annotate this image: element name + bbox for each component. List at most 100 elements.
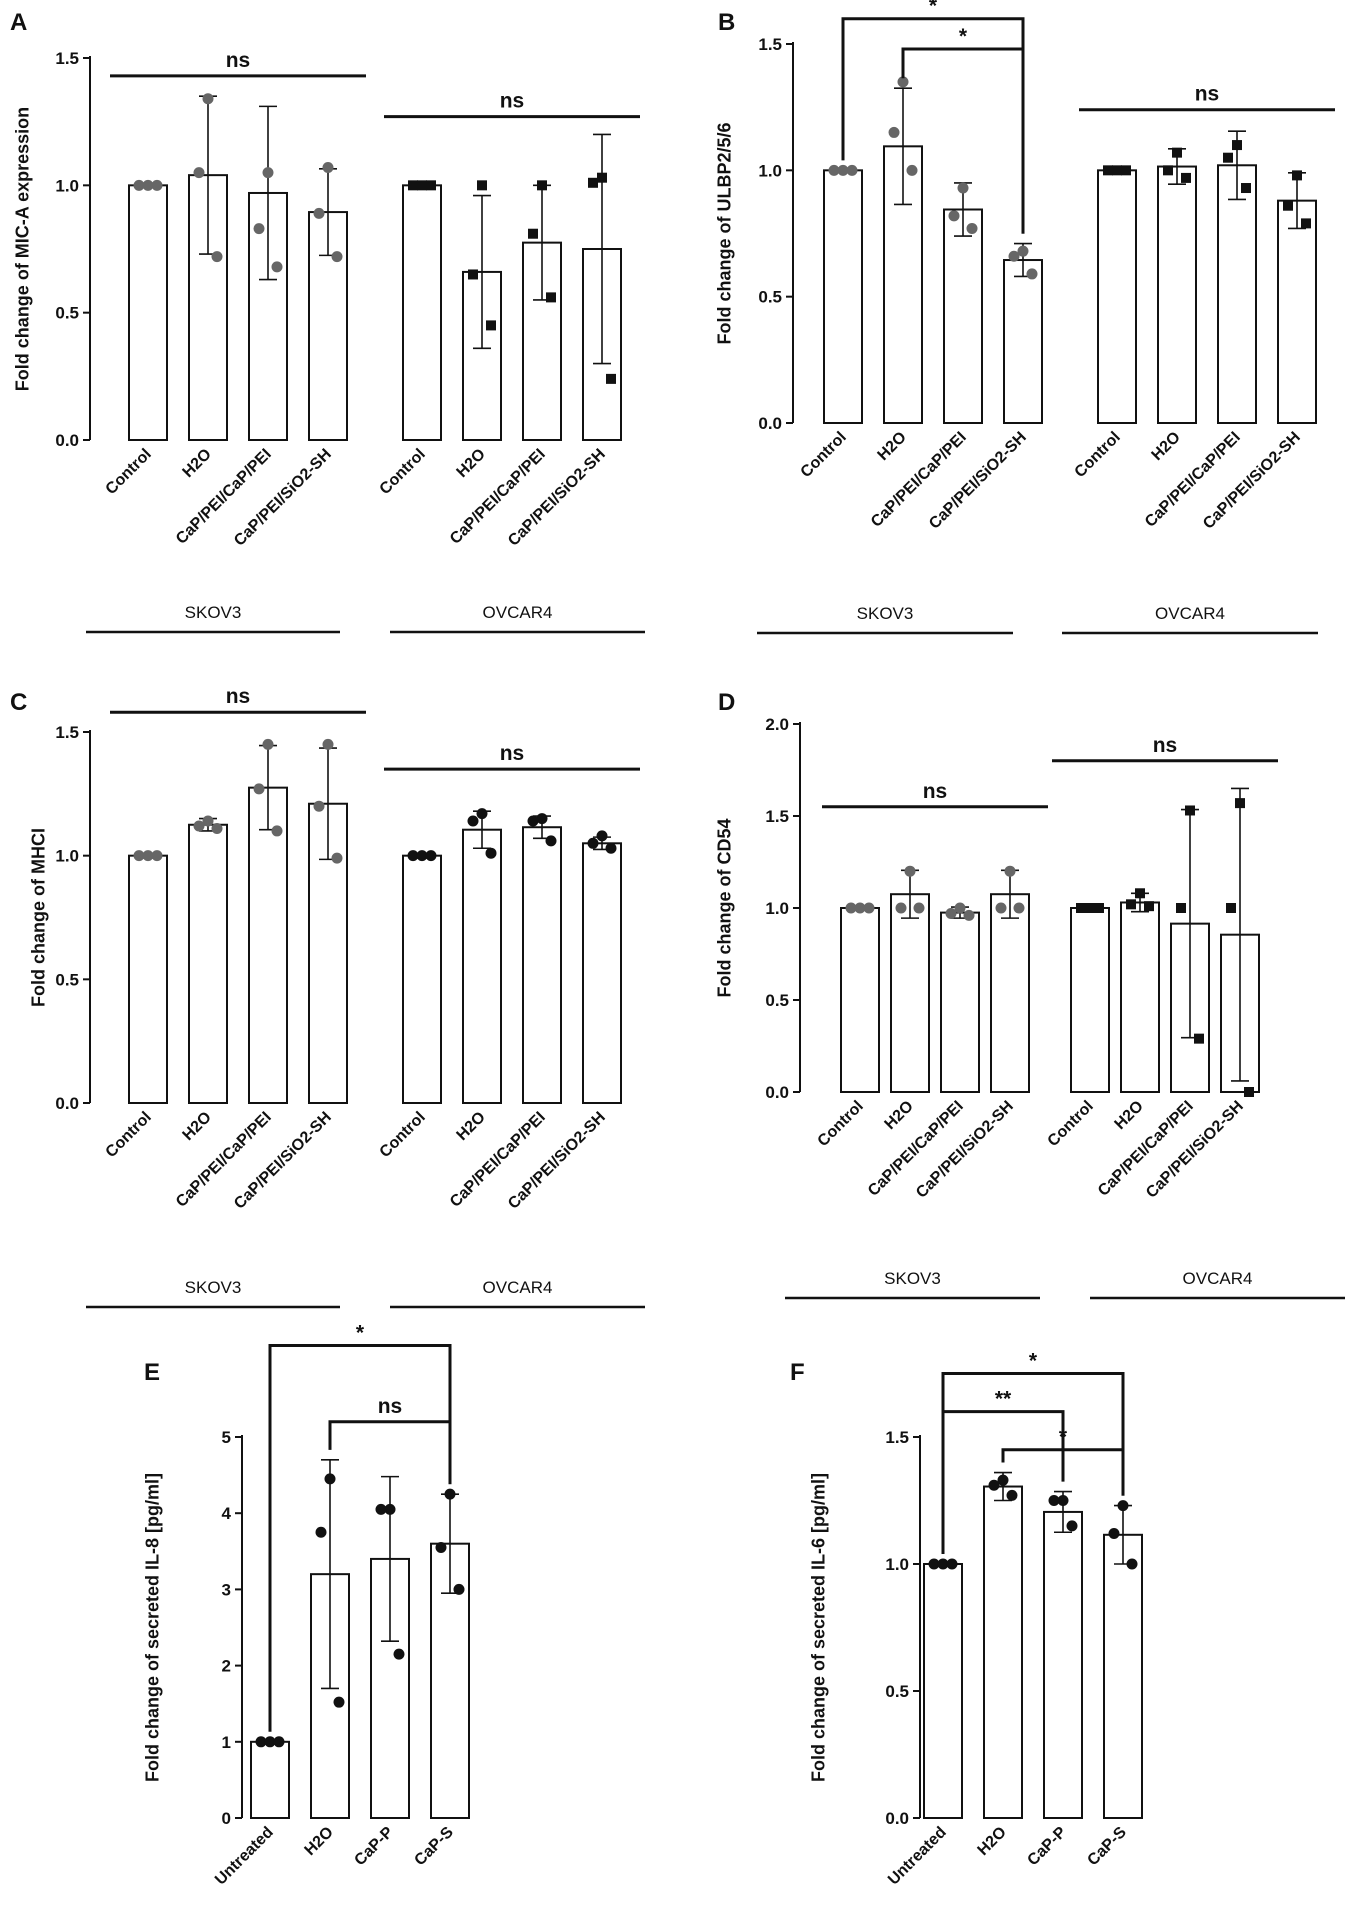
data-point — [1004, 865, 1016, 877]
data-point — [1172, 147, 1182, 158]
x-category-label: Untreated — [885, 1824, 950, 1889]
data-point — [467, 815, 479, 827]
x-category-label: CaP-P — [351, 1824, 397, 1870]
bar — [1097, 169, 1137, 424]
data-point — [1013, 902, 1025, 914]
data-point — [133, 850, 145, 862]
data-point — [1006, 1489, 1018, 1501]
bar — [1043, 1510, 1083, 1820]
x-category-label: H2O — [454, 1109, 489, 1144]
bar — [1003, 259, 1043, 424]
x-category-label: Control — [815, 1098, 867, 1150]
y-axis-label: Fold change of CD54 — [714, 818, 734, 997]
group-label: SKOV3 — [857, 604, 914, 623]
y-tick-label: 1.5 — [885, 1428, 909, 1447]
data-point — [273, 1736, 285, 1748]
x-category-label: Control — [798, 429, 850, 481]
bar — [1120, 901, 1160, 1093]
data-point — [957, 182, 969, 194]
data-point — [324, 1473, 336, 1485]
x-category-label: CaP-S — [1084, 1824, 1130, 1870]
y-axis-label: Fold change of MHCI — [28, 828, 48, 1007]
bar — [522, 826, 562, 1104]
data-point — [476, 808, 488, 820]
panel-d: D Fold change of CD54 0.0 0.5 1.0 1.5 2.0 Contr… — [714, 689, 1345, 1300]
data-point — [1026, 268, 1038, 280]
y-tick-label: 1.5 — [55, 49, 79, 68]
data-point — [322, 738, 334, 750]
data-point — [1241, 183, 1251, 194]
y-tick-label: 1 — [222, 1733, 231, 1752]
y-tick-label: 1.0 — [758, 161, 782, 180]
x-category-label: Control — [1045, 1098, 1097, 1150]
data-point — [1244, 1087, 1254, 1097]
x-category-label: H2O — [882, 1098, 917, 1133]
data-point — [1301, 218, 1311, 229]
significance-label: * — [929, 0, 938, 18]
x-category-label: H2O — [302, 1824, 337, 1859]
data-point — [1223, 152, 1233, 163]
significance-label: ns — [1153, 734, 1178, 757]
data-point — [1076, 903, 1086, 913]
data-point — [1126, 899, 1136, 910]
panel-c: C Fold change of MHCI 0.0 0.5 1.0 1.5 Control H… — [10, 685, 645, 1309]
data-point — [425, 850, 437, 862]
y-tick-label: 5 — [222, 1428, 231, 1447]
data-point — [1194, 1033, 1204, 1044]
bar — [940, 911, 980, 1093]
data-point — [1121, 165, 1131, 176]
y-tick-label: 4 — [222, 1504, 232, 1523]
bar — [582, 842, 622, 1104]
significance-bracket — [941, 1410, 1065, 1554]
panel-b: B Fold change of ULBP2/5/6 0.0 0.5 1.0 1.5 Con… — [714, 0, 1335, 635]
data-point — [1181, 172, 1191, 183]
data-point — [1163, 165, 1173, 176]
y-tick-label: 1.0 — [885, 1555, 909, 1574]
data-point — [605, 842, 617, 854]
data-point — [477, 180, 487, 191]
panel-letter: F — [790, 1359, 805, 1386]
data-point — [596, 830, 608, 842]
data-point — [904, 865, 916, 877]
data-point — [485, 847, 497, 859]
group-label: OVCAR4 — [483, 603, 553, 622]
group-label: SKOV3 — [884, 1269, 941, 1288]
y-axis-label: Fold change of secreted IL-6 [pg/ml] — [808, 1473, 828, 1782]
bar — [943, 208, 983, 424]
x-category-label: H2O — [180, 446, 215, 481]
x-category-label: H2O — [875, 429, 910, 464]
data-point — [1057, 1495, 1069, 1506]
data-point — [988, 1479, 1000, 1491]
panel-letter: D — [718, 689, 735, 716]
x-category-label: Control — [103, 446, 155, 498]
group-label: OVCAR4 — [1155, 604, 1225, 623]
significance-bracket — [941, 1372, 1125, 1554]
data-point — [416, 850, 428, 862]
data-point — [897, 76, 909, 88]
y-tick-label: 0.5 — [758, 288, 782, 307]
data-point — [1117, 1500, 1129, 1512]
data-point — [837, 164, 849, 176]
significance-label: * — [1029, 1350, 1038, 1373]
bar — [1070, 907, 1110, 1093]
bar — [1217, 164, 1257, 424]
bar — [128, 184, 168, 441]
data-point — [946, 1558, 958, 1570]
data-point — [375, 1503, 387, 1515]
data-point — [537, 180, 547, 191]
bar — [823, 169, 863, 424]
significance-label: ns — [500, 90, 525, 113]
data-point — [313, 800, 325, 812]
bar — [462, 828, 502, 1104]
data-point — [1135, 888, 1145, 899]
data-point — [546, 292, 556, 303]
data-point — [846, 164, 858, 176]
bar — [402, 854, 442, 1105]
y-axis-label: Fold change of ULBP2/5/6 — [714, 122, 734, 344]
y-axis-label: Fold change of MIC-A expression — [12, 107, 32, 391]
y-tick-label: 0.5 — [55, 970, 79, 989]
significance-label: ns — [1195, 83, 1220, 106]
y-tick-label: 1.0 — [765, 899, 789, 918]
panel-a: A Fold change of MIC-A expression 0.0 0.5 1.… — [10, 9, 645, 634]
bar — [188, 823, 228, 1104]
